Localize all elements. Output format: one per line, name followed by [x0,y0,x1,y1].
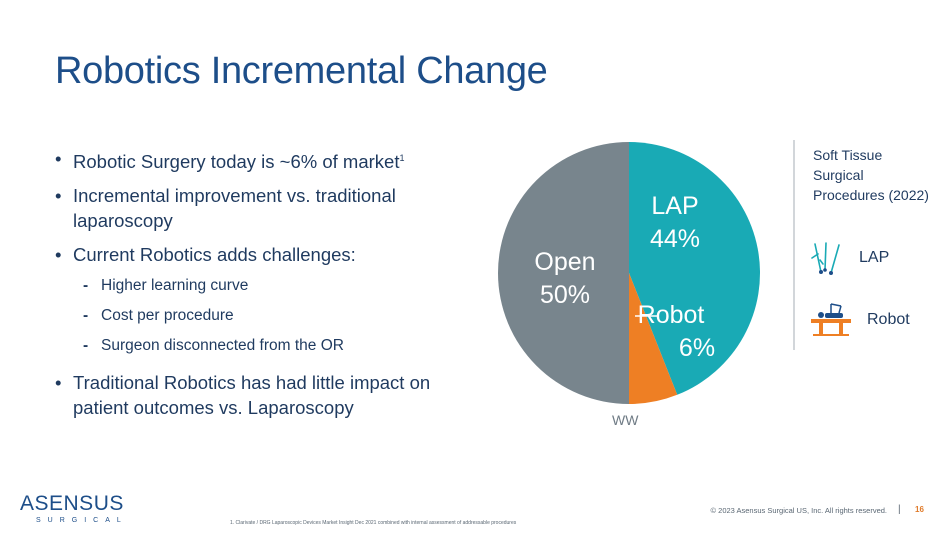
sub-bullet-item: Cost per procedure [83,301,475,331]
legend-title: Soft Tissue Surgical Procedures (2022) [813,147,929,203]
bullet-text: Incremental improvement vs. traditional … [73,185,396,232]
slice-label-robot: Robot [638,301,705,329]
footnote: 1. Clarivate / DRG Laparoscopic Devices … [230,520,517,526]
legend-label: Robot [867,311,910,328]
chart-caption: WW [612,412,639,428]
pie-slice-lap [629,142,761,395]
bullet-item: Robotic Surgery today is ~6% of market1 [55,146,475,174]
bullet-list: Robotic Surgery today is ~6% of market1 … [55,146,475,429]
slice-value-open: 50% [540,281,590,309]
bullet-text: Current Robotics adds challenges: [73,244,356,266]
legend-label: LAP [859,249,890,266]
pie-chart: LAP 44% Robot 6% Open 50% [498,142,761,404]
pie-slice-robot [629,273,678,404]
chart-legend: Soft Tissue Surgical Procedures (2022) L… [793,140,945,350]
surgical-robot-icon [811,303,851,336]
bullet-item: Current Robotics adds challenges: Higher… [55,242,475,361]
logo-wordmark: ASENSUS [20,492,124,515]
logo-subtitle: SURGICAL [36,517,128,524]
company-logo: ASENSUS SURGICAL [20,492,128,524]
sub-bullet-list: Higher learning curve Cost per procedure… [73,271,475,361]
slice-value-lap: 44% [650,225,700,253]
copyright-notice: © 2023 Asensus Surgical US, Inc. All rig… [710,506,887,515]
footer-separator: | [898,504,901,515]
bullet-text: Traditional Robotics has had little impa… [73,372,431,419]
sub-bullet-item: Higher learning curve [83,271,475,301]
bullet-text: Robotic Surgery today is ~6% of market [73,151,400,173]
pie-slice-open [498,142,629,404]
footnote-ref: 1 [399,153,405,163]
bullet-item: Incremental improvement vs. traditional … [55,183,475,233]
slice-value-robot: 6% [679,334,715,362]
page-number: 16 [915,505,924,514]
slice-label-lap: LAP [651,192,698,220]
bullet-item: Traditional Robotics has had little impa… [55,370,475,420]
page-title: Robotics Incremental Change [55,50,548,92]
laparoscopic-instruments-icon [811,242,840,275]
legend-item-lap: LAP [809,240,889,276]
slice-label-open: Open [534,248,595,276]
sub-bullet-item: Surgeon disconnected from the OR [83,331,475,361]
legend-item-robot: Robot [809,302,910,338]
